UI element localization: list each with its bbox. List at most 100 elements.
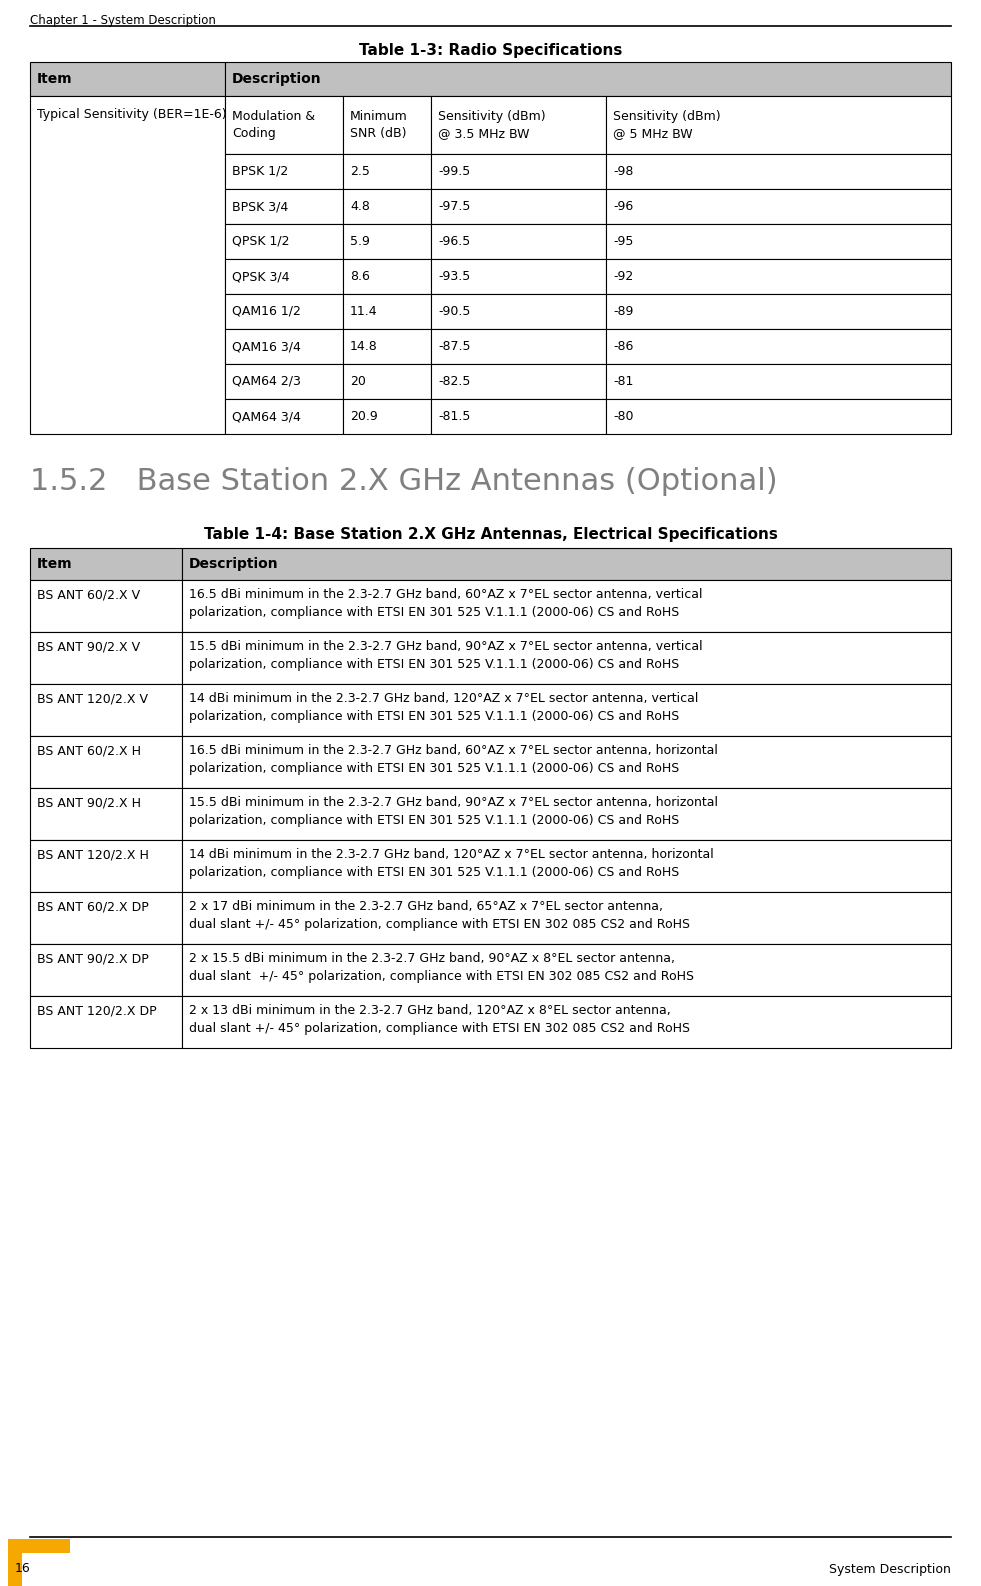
Bar — [343, 189, 431, 224]
Bar — [343, 400, 431, 435]
Text: Table 1-4: Base Station 2.X GHz Antennas, Electrical Specifications: Table 1-4: Base Station 2.X GHz Antennas… — [204, 527, 777, 541]
Bar — [30, 549, 182, 580]
Text: -93.5: -93.5 — [438, 270, 470, 282]
Bar — [30, 631, 182, 684]
Bar — [182, 944, 951, 996]
Text: Description: Description — [232, 71, 322, 86]
Text: 20: 20 — [350, 374, 366, 389]
Bar — [225, 365, 343, 400]
Text: -87.5: -87.5 — [438, 339, 471, 354]
Bar — [431, 189, 606, 224]
Bar — [606, 189, 951, 224]
Bar — [8, 1538, 70, 1586]
Bar — [225, 259, 343, 293]
Bar — [225, 293, 343, 328]
Text: -92: -92 — [613, 270, 634, 282]
Bar — [182, 841, 951, 891]
Bar — [431, 154, 606, 189]
Bar — [182, 891, 951, 944]
Bar — [431, 365, 606, 400]
Bar — [225, 97, 343, 154]
Bar — [431, 224, 606, 259]
Text: Chapter 1 - System Description: Chapter 1 - System Description — [30, 14, 216, 27]
Text: Typical Sensitivity (BER=1E-6): Typical Sensitivity (BER=1E-6) — [37, 108, 227, 121]
Text: QAM16 1/2: QAM16 1/2 — [232, 305, 301, 319]
Text: 11.4: 11.4 — [350, 305, 378, 319]
Bar — [431, 328, 606, 365]
Bar — [225, 328, 343, 365]
Text: BS ANT 90/2.X H: BS ANT 90/2.X H — [37, 798, 141, 810]
Bar — [225, 62, 951, 97]
Bar — [30, 891, 182, 944]
Bar — [30, 788, 182, 841]
Bar — [431, 97, 606, 154]
Text: BS ANT 90/2.X DP: BS ANT 90/2.X DP — [37, 953, 149, 966]
Text: Description: Description — [189, 557, 279, 571]
Text: QPSK 1/2: QPSK 1/2 — [232, 235, 289, 247]
Bar — [431, 293, 606, 328]
Text: Minimum
SNR (dB): Minimum SNR (dB) — [350, 109, 408, 140]
Text: 2 x 13 dBi minimum in the 2.3-2.7 GHz band, 120°AZ x 8°EL sector antenna,
dual s: 2 x 13 dBi minimum in the 2.3-2.7 GHz ba… — [189, 1004, 690, 1036]
Bar — [343, 328, 431, 365]
Text: -98: -98 — [613, 165, 634, 178]
Bar — [30, 684, 182, 736]
Bar — [606, 400, 951, 435]
Text: QAM64 3/4: QAM64 3/4 — [232, 411, 301, 423]
Text: BS ANT 60/2.X DP: BS ANT 60/2.X DP — [37, 901, 149, 914]
Text: -95: -95 — [613, 235, 634, 247]
Text: BS ANT 60/2.X H: BS ANT 60/2.X H — [37, 745, 141, 758]
Text: 2.5: 2.5 — [350, 165, 370, 178]
Bar — [30, 841, 182, 891]
Text: -96: -96 — [613, 200, 634, 213]
Text: Item: Item — [37, 71, 73, 86]
Bar — [182, 549, 951, 580]
Text: BPSK 3/4: BPSK 3/4 — [232, 200, 288, 213]
Text: BS ANT 60/2.X V: BS ANT 60/2.X V — [37, 588, 140, 603]
Bar — [606, 224, 951, 259]
Text: 1.5.2   Base Station 2.X GHz Antennas (Optional): 1.5.2 Base Station 2.X GHz Antennas (Opt… — [30, 466, 778, 496]
Text: BS ANT 120/2.X H: BS ANT 120/2.X H — [37, 849, 149, 863]
Text: -81: -81 — [613, 374, 634, 389]
Text: 15.5 dBi minimum in the 2.3-2.7 GHz band, 90°AZ x 7°EL sector antenna, horizonta: 15.5 dBi minimum in the 2.3-2.7 GHz band… — [189, 796, 718, 826]
Text: -90.5: -90.5 — [438, 305, 470, 319]
Bar — [30, 944, 182, 996]
Text: 16: 16 — [15, 1562, 30, 1575]
Bar — [225, 154, 343, 189]
Bar — [431, 400, 606, 435]
Text: 5.9: 5.9 — [350, 235, 370, 247]
Bar — [182, 684, 951, 736]
Text: 14.8: 14.8 — [350, 339, 378, 354]
Text: 8.6: 8.6 — [350, 270, 370, 282]
Text: QAM16 3/4: QAM16 3/4 — [232, 339, 301, 354]
Text: 15.5 dBi minimum in the 2.3-2.7 GHz band, 90°AZ x 7°EL sector antenna, vertical
: 15.5 dBi minimum in the 2.3-2.7 GHz band… — [189, 641, 702, 671]
Text: -81.5: -81.5 — [438, 411, 470, 423]
Text: QPSK 3/4: QPSK 3/4 — [232, 270, 289, 282]
Bar — [30, 996, 182, 1048]
Bar — [606, 365, 951, 400]
Bar — [30, 62, 225, 97]
Text: System Description: System Description — [829, 1562, 951, 1575]
Bar — [30, 736, 182, 788]
Text: BS ANT 90/2.X V: BS ANT 90/2.X V — [37, 641, 140, 653]
Bar — [343, 365, 431, 400]
Text: QAM64 2/3: QAM64 2/3 — [232, 374, 301, 389]
Text: 4.8: 4.8 — [350, 200, 370, 213]
Bar — [343, 259, 431, 293]
Text: 16.5 dBi minimum in the 2.3-2.7 GHz band, 60°AZ x 7°EL sector antenna, horizonta: 16.5 dBi minimum in the 2.3-2.7 GHz band… — [189, 744, 718, 776]
Text: -96.5: -96.5 — [438, 235, 470, 247]
Text: BS ANT 120/2.X V: BS ANT 120/2.X V — [37, 693, 148, 706]
Text: 2 x 17 dBi minimum in the 2.3-2.7 GHz band, 65°AZ x 7°EL sector antenna,
dual sl: 2 x 17 dBi minimum in the 2.3-2.7 GHz ba… — [189, 899, 690, 931]
Text: 2 x 15.5 dBi minimum in the 2.3-2.7 GHz band, 90°AZ x 8°EL sector antenna,
dual : 2 x 15.5 dBi minimum in the 2.3-2.7 GHz … — [189, 952, 694, 983]
Text: Sensitivity (dBm)
@ 3.5 MHz BW: Sensitivity (dBm) @ 3.5 MHz BW — [438, 109, 545, 140]
Bar — [182, 580, 951, 631]
Bar — [182, 736, 951, 788]
Bar — [182, 788, 951, 841]
Text: Sensitivity (dBm)
@ 5 MHz BW: Sensitivity (dBm) @ 5 MHz BW — [613, 109, 721, 140]
Bar — [225, 224, 343, 259]
Bar — [606, 293, 951, 328]
Bar — [343, 154, 431, 189]
Text: -89: -89 — [613, 305, 634, 319]
Bar — [343, 293, 431, 328]
Bar — [225, 189, 343, 224]
Text: -99.5: -99.5 — [438, 165, 470, 178]
